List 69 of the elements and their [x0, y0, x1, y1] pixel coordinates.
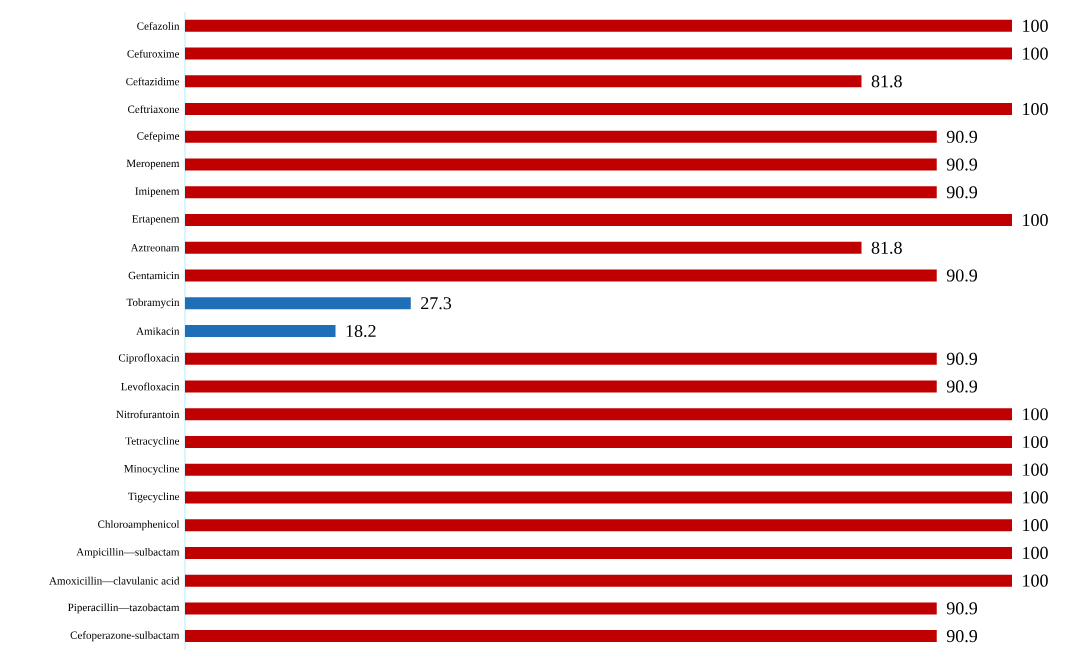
- data-label: 100: [1023, 546, 1048, 559]
- data-label: 90.9: [946, 380, 978, 393]
- y-tick-label: Piperacillin—tazobactam: [68, 603, 180, 614]
- y-tick-label: Ampicillin—sulbactam: [76, 547, 180, 558]
- bar: [185, 324, 336, 337]
- y-tick-label: Ertapenem: [132, 215, 180, 225]
- bar: [185, 408, 1012, 421]
- data-label: 18.2: [346, 324, 376, 338]
- y-tick-label: Ceftriaxone: [128, 105, 180, 114]
- bar: [185, 519, 1012, 532]
- data-label: 100: [1023, 519, 1048, 532]
- y-tick-label: Cefoperazone-sulbactam: [70, 631, 180, 642]
- data-label: 81.8: [871, 241, 902, 254]
- y-tick-label: Cefazolin: [137, 21, 180, 30]
- y-tick-label: Ciprofloxacin: [118, 353, 180, 364]
- bar: [185, 380, 937, 393]
- bar: [185, 574, 1012, 587]
- data-label: 100: [1023, 435, 1048, 449]
- y-tick-label: Tetracycline: [125, 436, 180, 447]
- data-label: 90.9: [946, 269, 978, 282]
- data-label: 90.9: [946, 630, 978, 643]
- bar: [185, 435, 1012, 448]
- data-label: 90.9: [946, 130, 978, 143]
- y-tick-label: Tigecycline: [128, 492, 180, 503]
- data-label: 90.9: [946, 186, 978, 199]
- bar: [185, 158, 937, 171]
- data-label: 90.9: [946, 602, 978, 615]
- data-label: 100: [1023, 574, 1048, 587]
- data-label: 100: [1023, 213, 1048, 227]
- data-label: 100: [1023, 408, 1048, 421]
- data-label: 100: [1023, 463, 1048, 476]
- bar: [185, 75, 862, 88]
- data-label: 100: [1023, 103, 1048, 116]
- y-tick-label: Tobramycin: [126, 298, 180, 309]
- bar: [185, 463, 1012, 476]
- y-tick-label: Chloroamphenicol: [98, 520, 180, 531]
- y-tick-label: Cefuroxime: [127, 49, 180, 58]
- y-tick-label: Gentamicin: [128, 271, 180, 280]
- y-tick-label: Levofloxacin: [121, 382, 180, 391]
- bar: [185, 47, 1012, 60]
- data-label: 100: [1023, 491, 1048, 504]
- y-tick-label: Minocycline: [124, 464, 180, 475]
- bar: [185, 491, 1012, 504]
- bar: [185, 546, 1012, 559]
- bar: [185, 186, 937, 199]
- data-label: 27.3: [421, 297, 452, 310]
- y-tick-label: Imipenem: [135, 187, 180, 198]
- bar: [185, 630, 937, 643]
- y-tick-label: Amoxicillin—clavulanic acid: [49, 576, 180, 585]
- data-label: 90.9: [946, 158, 978, 171]
- bar: [185, 297, 411, 310]
- y-tick-label: Amikacin: [136, 327, 180, 335]
- bar: [185, 214, 1012, 227]
- data-label: 81.8: [871, 75, 902, 88]
- data-label: 100: [1023, 47, 1048, 60]
- bar: [185, 269, 937, 282]
- bar: [185, 103, 1012, 116]
- y-tick-label: Ceftazidime: [126, 77, 180, 86]
- y-tick-label: Aztreonam: [130, 244, 180, 252]
- y-tick-label: Cefepime: [137, 131, 180, 142]
- data-label: 100: [1023, 19, 1048, 32]
- bar: [185, 602, 937, 615]
- bar: [185, 241, 862, 254]
- y-tick-label: Nitrofurantoin: [116, 410, 180, 419]
- bar: [185, 19, 1012, 32]
- bar: [185, 130, 937, 143]
- data-label: 90.9: [946, 352, 978, 365]
- y-tick-label: Meropenem: [126, 159, 180, 170]
- bar: [185, 352, 937, 365]
